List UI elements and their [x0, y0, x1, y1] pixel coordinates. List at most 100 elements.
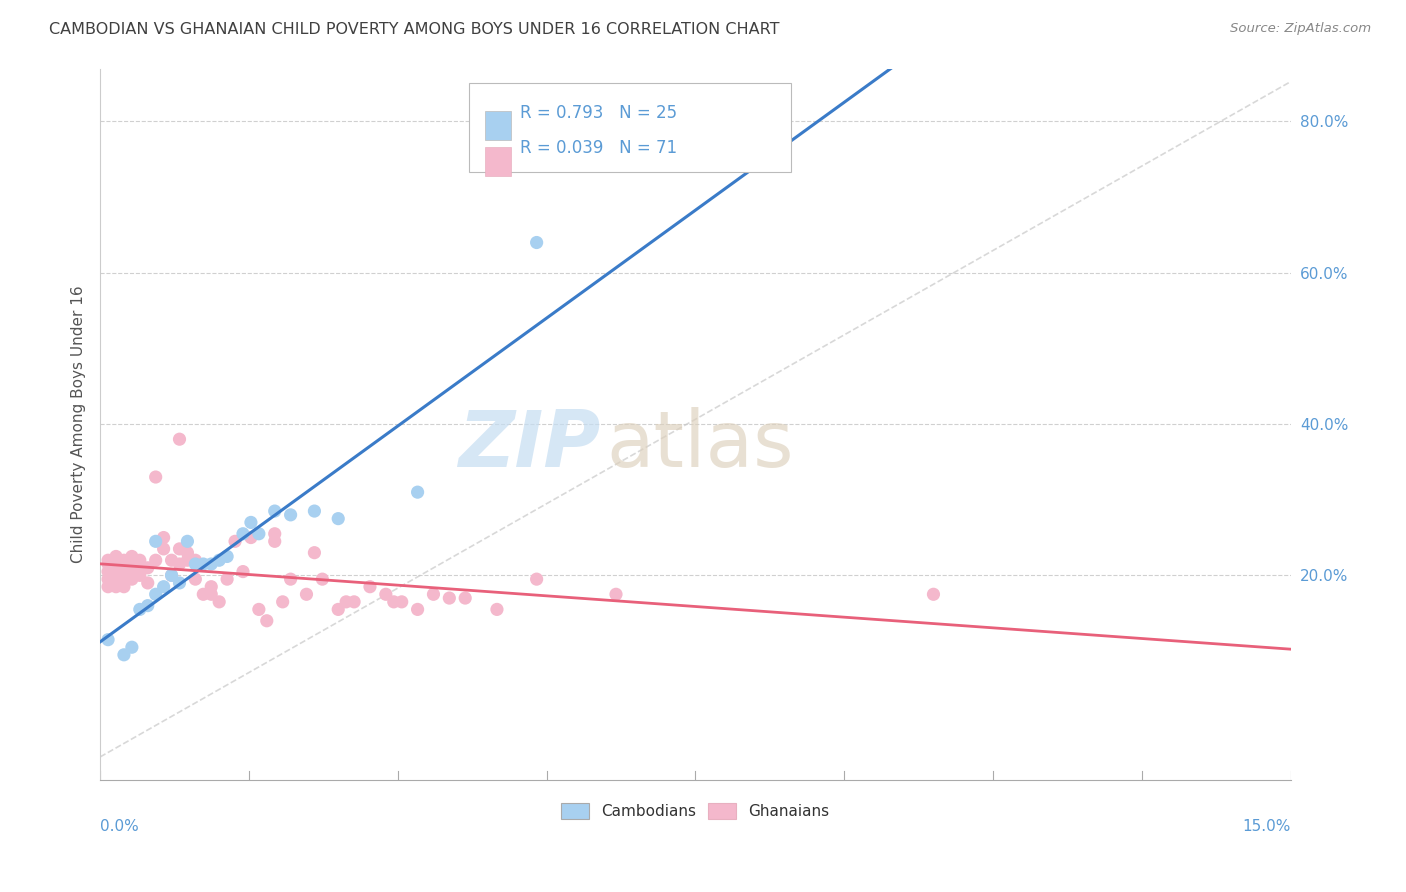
Point — [374, 587, 396, 601]
Point — [922, 587, 945, 601]
Point — [328, 602, 350, 616]
Point — [239, 516, 262, 530]
Point — [160, 553, 183, 567]
Point — [136, 561, 159, 575]
Legend: Cambodians, Ghanaians: Cambodians, Ghanaians — [555, 797, 835, 825]
Point — [406, 602, 429, 616]
Bar — [485, 111, 510, 140]
Point — [121, 568, 143, 582]
Point — [169, 557, 191, 571]
Point — [105, 580, 128, 594]
Point — [200, 587, 222, 601]
Text: Source: ZipAtlas.com: Source: ZipAtlas.com — [1230, 22, 1371, 36]
Point — [605, 587, 627, 601]
Point — [263, 534, 285, 549]
Point — [128, 553, 150, 567]
Point — [136, 599, 159, 613]
Point — [176, 546, 198, 560]
Point — [247, 526, 270, 541]
Point — [217, 549, 239, 564]
Point — [232, 565, 254, 579]
Point — [224, 534, 246, 549]
Point — [263, 526, 285, 541]
Point — [256, 614, 278, 628]
Point — [112, 568, 135, 582]
Point — [145, 470, 167, 484]
Point — [526, 572, 548, 586]
Point — [97, 557, 120, 571]
Point — [121, 557, 143, 571]
FancyBboxPatch shape — [470, 83, 790, 171]
Point — [439, 591, 461, 605]
Point — [145, 553, 167, 567]
Point — [406, 485, 429, 500]
Point — [184, 557, 207, 571]
Point — [97, 565, 120, 579]
Point — [169, 432, 191, 446]
Text: ZIP: ZIP — [458, 408, 600, 483]
Point — [152, 531, 174, 545]
Point — [160, 568, 183, 582]
Point — [145, 534, 167, 549]
Point — [304, 546, 326, 560]
Point — [208, 595, 231, 609]
Point — [112, 553, 135, 567]
Point — [176, 534, 198, 549]
Point — [105, 557, 128, 571]
Point — [176, 553, 198, 567]
Point — [97, 553, 120, 567]
Point — [271, 595, 294, 609]
Point — [184, 553, 207, 567]
Bar — [485, 146, 510, 177]
Point — [121, 549, 143, 564]
Point — [295, 587, 318, 601]
Point — [343, 595, 366, 609]
Point — [391, 595, 413, 609]
Point — [112, 580, 135, 594]
Point — [112, 648, 135, 662]
Point — [169, 541, 191, 556]
Point — [112, 576, 135, 591]
Point — [193, 587, 215, 601]
Point — [208, 553, 231, 567]
Point — [152, 580, 174, 594]
Point — [112, 561, 135, 575]
Point — [359, 580, 381, 594]
Point — [136, 576, 159, 591]
Text: R = 0.039   N = 71: R = 0.039 N = 71 — [520, 138, 678, 157]
Point — [263, 504, 285, 518]
Point — [328, 511, 350, 525]
Point — [121, 640, 143, 655]
Point — [105, 549, 128, 564]
Point — [193, 557, 215, 571]
Point — [97, 632, 120, 647]
Point — [311, 572, 333, 586]
Point — [169, 576, 191, 591]
Point — [105, 568, 128, 582]
Point — [422, 587, 444, 601]
Point — [121, 561, 143, 575]
Text: CAMBODIAN VS GHANAIAN CHILD POVERTY AMONG BOYS UNDER 16 CORRELATION CHART: CAMBODIAN VS GHANAIAN CHILD POVERTY AMON… — [49, 22, 780, 37]
Text: 0.0%: 0.0% — [100, 819, 139, 834]
Point — [239, 531, 262, 545]
Point — [304, 504, 326, 518]
Point — [121, 572, 143, 586]
Text: R = 0.793   N = 25: R = 0.793 N = 25 — [520, 104, 678, 122]
Point — [382, 595, 405, 609]
Text: 15.0%: 15.0% — [1243, 819, 1291, 834]
Point — [485, 602, 508, 616]
Point — [200, 580, 222, 594]
Point — [128, 602, 150, 616]
Point — [454, 591, 477, 605]
Point — [128, 557, 150, 571]
Point — [145, 587, 167, 601]
Point — [335, 595, 357, 609]
Point — [280, 508, 302, 522]
Point — [526, 235, 548, 250]
Point — [97, 572, 120, 586]
Point — [217, 572, 239, 586]
Point — [152, 541, 174, 556]
Point — [105, 576, 128, 591]
Point — [160, 568, 183, 582]
Point — [200, 557, 222, 571]
